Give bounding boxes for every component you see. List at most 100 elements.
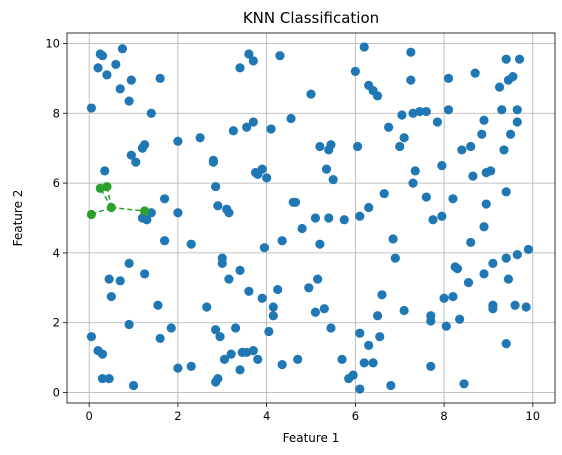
data-point [497,105,507,115]
data-point [441,321,451,331]
data-point [452,264,462,274]
data-point [466,141,476,152]
x-tick-label: 4 [263,409,270,423]
data-point [326,323,336,333]
data-point [155,73,165,83]
data-point [195,133,205,143]
data-point [443,105,454,115]
data-point [521,302,531,312]
data-point [339,215,349,225]
data-point [328,175,338,185]
data-point [428,215,438,225]
data-point [268,302,278,312]
data-point [499,145,509,155]
data-point [160,236,170,246]
data-point [93,63,103,73]
data-point [86,103,96,113]
data-point [372,91,383,101]
data-point [104,274,114,284]
data-point [508,72,518,82]
y-axis-label: Feature 2 [11,190,25,247]
data-point [503,274,514,284]
x-tick-label: 6 [352,409,359,423]
data-point [268,311,278,321]
data-point [488,304,498,314]
data-point [463,277,474,288]
data-point [512,105,522,115]
data-point [421,106,431,117]
data-point [226,349,236,359]
data-point [235,265,245,275]
data-point [219,354,230,364]
data-point [390,253,400,263]
data-point [375,332,385,342]
neighbor-point [102,181,112,192]
data-point [253,354,263,364]
data-point [211,377,221,387]
y-tick-label: 2 [53,316,60,330]
data-point [213,201,223,211]
data-point [437,211,447,221]
data-point [470,68,480,78]
data-point [443,73,454,83]
data-point [142,215,152,225]
data-point [455,314,465,324]
data-point [512,250,522,260]
data-point [126,75,136,85]
data-point [348,370,358,380]
data-point [215,332,225,342]
data-point [224,274,234,284]
data-point [386,380,396,391]
data-point [244,49,254,59]
data-point [173,208,183,218]
data-point [313,274,323,284]
data-point [104,373,114,384]
data-point [384,122,394,132]
data-point [97,51,108,61]
data-point [160,194,170,204]
y-tick-label: 4 [53,246,60,260]
data-point [337,354,347,364]
data-point [235,63,245,73]
data-point [501,54,511,64]
data-point [257,293,267,303]
data-point [126,150,136,160]
data-point [115,276,125,286]
data-point [230,323,241,333]
data-point [235,365,245,375]
neighbor-point [140,206,150,216]
data-point [173,363,183,373]
data-point [186,361,196,371]
data-point [479,269,489,279]
data-point [364,202,374,213]
data-point [448,291,458,302]
data-point [186,239,196,249]
data-point [102,70,112,80]
data-point [224,208,234,218]
data-point [228,126,238,136]
data-point [368,358,378,368]
data-point [266,124,276,134]
data-point [494,82,505,92]
data-point [481,199,491,209]
data-points [86,42,533,394]
data-point [244,286,254,296]
data-point [277,236,287,246]
data-point [131,157,141,167]
data-point [248,117,258,127]
data-point [128,380,139,391]
data-point [421,192,431,202]
data-point [146,108,156,118]
data-point [310,213,321,223]
neighbor-link [111,206,145,212]
data-point [501,339,511,349]
data-point [304,283,314,293]
data-point [273,284,283,295]
x-tick-label: 0 [86,409,93,423]
y-tick-label: 0 [53,386,60,400]
data-point [319,304,329,314]
data-point [395,141,405,152]
data-point [310,307,321,317]
data-point [379,188,389,199]
data-point [100,166,110,176]
